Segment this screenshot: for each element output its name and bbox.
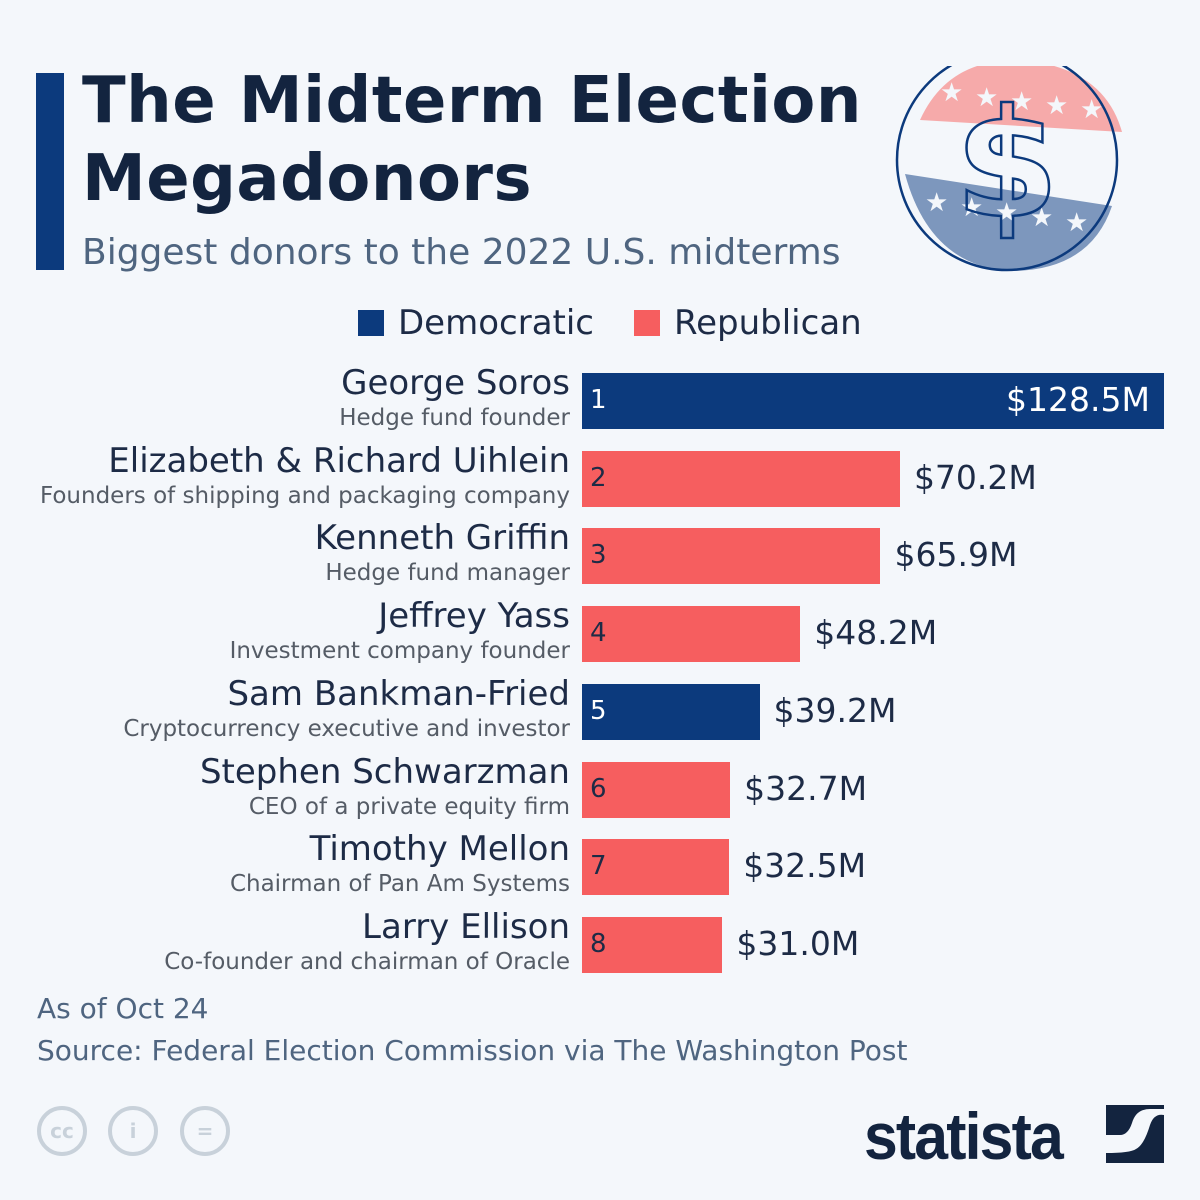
value-label: $39.2M	[773, 690, 897, 730]
donor-description: Chairman of Pan Am Systems	[229, 871, 570, 898]
subtitle: Biggest donors to the 2022 U.S. midterms	[82, 232, 841, 273]
donor-description: Hedge fund manager	[325, 560, 570, 587]
donor-name: Kenneth Griffin	[314, 518, 570, 559]
value-label: $128.5M	[1006, 380, 1150, 419]
statista-logo[interactable]: statista	[864, 1099, 1064, 1173]
legend: Democratic Republican	[358, 303, 902, 343]
title-line-2: Megadonors	[82, 142, 533, 216]
donor-description: Founders of shipping and packaging compa…	[39, 482, 570, 509]
donor-name: Larry Ellison	[362, 906, 570, 947]
source-note: Source: Federal Election Commission via …	[37, 1034, 908, 1067]
svg-text:★: ★	[925, 188, 948, 218]
svg-text:★: ★	[995, 198, 1018, 228]
donor-description: Investment company founder	[229, 638, 570, 665]
svg-text:★: ★	[1065, 208, 1088, 238]
svg-text:★: ★	[1030, 203, 1053, 233]
bar-chart: George Soros Hedge fund founder 1 $128.5M El…	[39, 363, 1164, 975]
donor-name: Elizabeth & Richard Uihlein	[108, 440, 570, 481]
rank-label: 2	[590, 462, 607, 493]
value-label: $65.9M	[894, 535, 1018, 575]
value-label: $32.7M	[744, 768, 868, 808]
svg-text:★: ★	[975, 83, 998, 113]
attribution-icon[interactable]: i	[108, 1106, 158, 1156]
svg-text:★: ★	[940, 78, 963, 108]
donor-description: CEO of a private equity firm	[248, 793, 570, 820]
value-label: $48.2M	[814, 613, 938, 653]
rank-label: 1	[590, 385, 607, 415]
svg-text:★: ★	[1045, 91, 1068, 121]
rank-label: 3	[590, 540, 607, 571]
legend-label: Democratic	[398, 303, 594, 343]
bar-democratic	[582, 373, 1164, 429]
bar-democratic	[582, 683, 760, 740]
page-title: The Midterm Election Megadonors	[82, 62, 862, 218]
title-accent-bar	[36, 73, 64, 270]
bar-republican	[582, 528, 881, 585]
donor-name: George Soros	[341, 363, 570, 403]
donor-description: Co-founder and chairman of Oracle	[164, 948, 570, 975]
value-label: $32.5M	[743, 846, 867, 886]
bar-republican	[582, 916, 723, 973]
bar-republican	[582, 450, 900, 507]
donor-name: Sam Bankman-Fried	[227, 673, 570, 714]
donor-name: Timothy Mellon	[309, 829, 570, 870]
bar-republican	[582, 761, 731, 818]
donor-name: Stephen Schwarzman	[199, 751, 570, 792]
legend-item-republican: Republican	[634, 303, 862, 343]
rank-label: 6	[590, 773, 607, 804]
date-note: As of Oct 24	[37, 992, 209, 1025]
statista-logo-mark-icon	[1106, 1105, 1164, 1163]
title-line-1: The Midterm Election	[82, 64, 862, 138]
value-label: $70.2M	[913, 457, 1037, 497]
legend-item-democratic: Democratic	[358, 303, 594, 343]
campaign-dollar-badge-icon: ★ ★ ★ ★ ★ ★ ★ ★ ★ ★ $	[895, 66, 1122, 272]
donor-description: Cryptocurrency executive and investor	[123, 715, 570, 742]
svg-text:★: ★	[1080, 95, 1103, 125]
rank-label: 5	[590, 695, 607, 726]
bar-republican	[582, 606, 801, 663]
bar-republican	[582, 839, 730, 896]
value-label: $31.0M	[736, 923, 860, 963]
svg-text:$: $	[955, 78, 1059, 252]
cc-icon[interactable]: cc	[37, 1106, 87, 1156]
svg-text:★: ★	[960, 193, 983, 223]
donor-description: Hedge fund founder	[339, 405, 570, 431]
legend-swatch-democratic	[358, 310, 384, 336]
no-derivatives-icon[interactable]: =	[180, 1106, 230, 1156]
rank-label: 4	[590, 618, 607, 649]
rank-label: 7	[590, 851, 607, 882]
rank-label: 8	[590, 928, 607, 959]
donor-name: Jeffrey Yass	[378, 596, 570, 637]
legend-swatch-republican	[634, 310, 660, 336]
legend-label: Republican	[674, 303, 862, 343]
svg-text:★: ★	[1010, 87, 1033, 117]
